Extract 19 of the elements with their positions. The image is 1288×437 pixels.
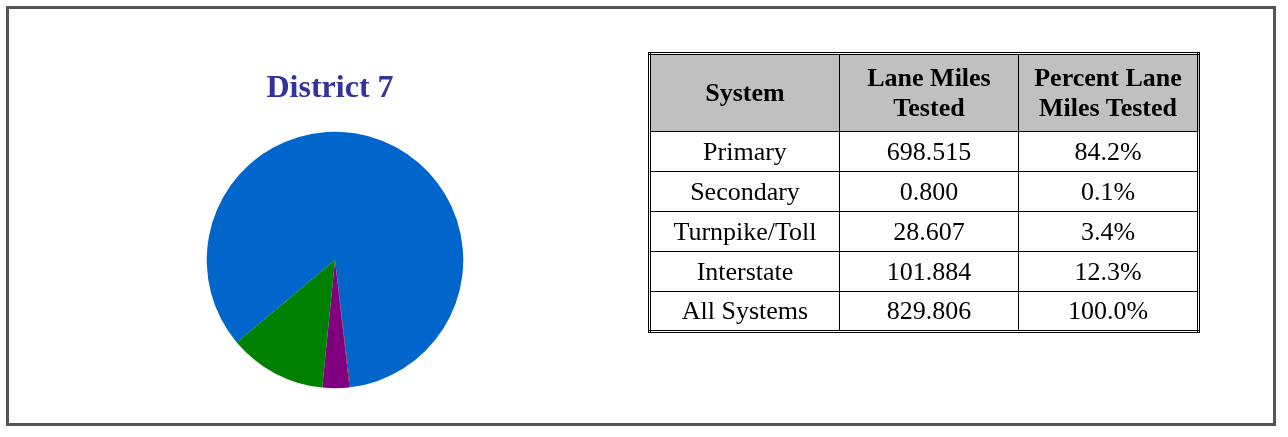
text: 0.800 bbox=[839, 171, 1019, 212]
text: 829.806 bbox=[839, 291, 1019, 332]
text: 12.3% bbox=[1018, 251, 1199, 292]
text: System bbox=[649, 53, 840, 132]
text: All Systems bbox=[649, 291, 840, 332]
text: Percent Lane Miles Tested bbox=[1018, 53, 1199, 132]
text: Turnpike/Toll bbox=[649, 211, 840, 252]
text: Primary bbox=[649, 131, 840, 172]
text: 101.884 bbox=[839, 251, 1019, 292]
text: Interstate bbox=[649, 251, 840, 292]
text: 3.4% bbox=[1018, 211, 1199, 252]
text: Lane Miles Tested bbox=[839, 53, 1019, 132]
text: Secondary bbox=[649, 171, 840, 212]
text: 100.0% bbox=[1018, 291, 1199, 332]
text: 84.2% bbox=[1018, 131, 1199, 172]
text: 698.515 bbox=[839, 131, 1019, 172]
chart-title: District 7 bbox=[265, 68, 395, 105]
text: 0.1% bbox=[1018, 171, 1199, 212]
text: 28.607 bbox=[839, 211, 1019, 252]
